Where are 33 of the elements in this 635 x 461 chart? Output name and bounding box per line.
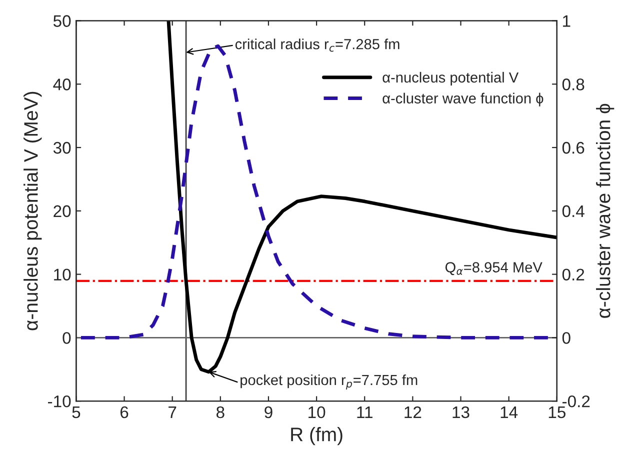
y2-tick-label: 0.8 bbox=[562, 78, 584, 90]
y-tick-label: 0 bbox=[62, 332, 71, 344]
annotation: pocket position r$_{p}$=7.755 fm bbox=[240, 374, 418, 390]
x-tick-label: 13 bbox=[452, 406, 470, 418]
x-tick-label: 7 bbox=[168, 406, 176, 418]
x-tick-label: 6 bbox=[120, 406, 128, 418]
x-tick-label: 8 bbox=[216, 406, 224, 418]
x-tick-label: 11 bbox=[357, 406, 372, 418]
x-axis-title: R (fm) bbox=[291, 427, 342, 446]
y2-tick-label: 1 bbox=[563, 15, 570, 27]
y2-tick-label: 0 bbox=[562, 332, 570, 344]
y-tick-label: 50 bbox=[53, 15, 71, 27]
legend-label: α-cluster wave function ϕ bbox=[382, 92, 544, 106]
y2-axis-title: α-cluster wave function ϕ bbox=[596, 104, 614, 318]
x-tick-label: 12 bbox=[404, 406, 422, 418]
x-tick-label: 5 bbox=[72, 406, 80, 418]
y2-tick-label: 0.4 bbox=[562, 205, 584, 218]
legend-label: α-nucleus potential V bbox=[382, 72, 519, 86]
x-tick-label: 10 bbox=[308, 406, 326, 418]
y-tick-label: 40 bbox=[53, 78, 71, 90]
y2-tick-label: 0.6 bbox=[562, 142, 584, 154]
y-tick-label: -10 bbox=[48, 395, 71, 408]
x-tick-label: 15 bbox=[548, 406, 566, 418]
y-tick-label: 30 bbox=[53, 142, 71, 154]
x-tick-label: 9 bbox=[264, 406, 272, 418]
ref-line-label: Q$_{α}$=8.954 MeV bbox=[445, 262, 542, 276]
y-tick-label: 10 bbox=[54, 268, 71, 280]
x-tick-label: 14 bbox=[500, 406, 518, 418]
y2-tick-label: 0.2 bbox=[562, 268, 584, 280]
annotation: critical radius r$_{c}$=7.285 fm bbox=[235, 38, 400, 52]
y2-tick-label: -0.2 bbox=[562, 395, 590, 408]
y-axis-title: α-nucleus potential V (MeV) bbox=[24, 92, 42, 330]
y-tick-label: 20 bbox=[54, 205, 71, 218]
